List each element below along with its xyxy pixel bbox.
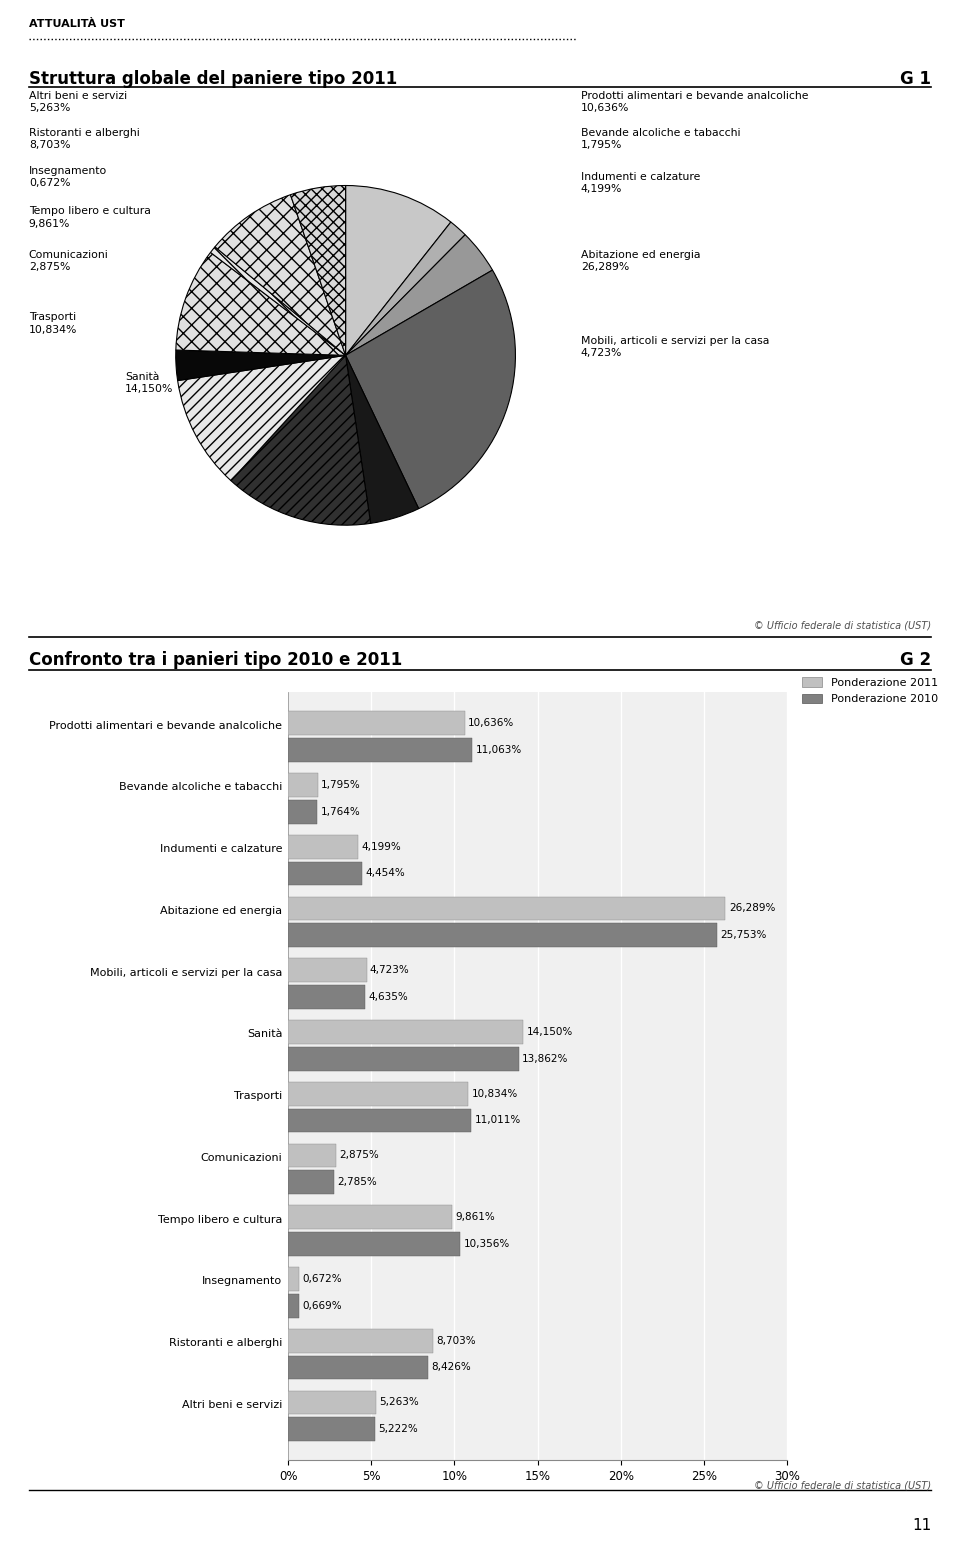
- Bar: [288, 1329, 433, 1353]
- Text: Comunicazioni
2,875%: Comunicazioni 2,875%: [29, 250, 108, 272]
- Text: Prodotti alimentari e bevande analcoliche
10,636%: Prodotti alimentari e bevande analcolich…: [581, 91, 808, 112]
- Bar: [288, 1170, 334, 1193]
- Text: 5,222%: 5,222%: [378, 1425, 418, 1434]
- Text: 14,150%: 14,150%: [527, 1026, 573, 1037]
- Bar: [288, 1020, 523, 1043]
- Bar: [288, 923, 716, 947]
- Wedge shape: [346, 234, 492, 356]
- Wedge shape: [215, 195, 346, 356]
- Text: 4,635%: 4,635%: [369, 992, 408, 1001]
- Text: 11,063%: 11,063%: [475, 745, 521, 754]
- Text: Insegnamento
0,672%: Insegnamento 0,672%: [29, 166, 108, 187]
- Bar: [288, 1206, 452, 1229]
- Bar: [288, 1109, 471, 1132]
- Bar: [288, 1047, 518, 1070]
- Wedge shape: [178, 356, 346, 481]
- Wedge shape: [346, 270, 516, 509]
- Text: 0,672%: 0,672%: [302, 1275, 342, 1284]
- Text: 11,011%: 11,011%: [474, 1115, 521, 1126]
- Wedge shape: [176, 253, 346, 356]
- Text: Struttura globale del paniere tipo 2011: Struttura globale del paniere tipo 2011: [29, 70, 397, 89]
- Wedge shape: [346, 222, 466, 356]
- Text: 25,753%: 25,753%: [720, 931, 766, 940]
- Wedge shape: [176, 350, 346, 381]
- Text: Confronto tra i panieri tipo 2010 e 2011: Confronto tra i panieri tipo 2010 e 2011: [29, 651, 402, 670]
- Text: ATTUALITÀ UST: ATTUALITÀ UST: [29, 19, 125, 28]
- Text: 13,862%: 13,862%: [522, 1054, 568, 1064]
- Bar: [288, 711, 465, 736]
- Text: Altri beni e servizi
5,263%: Altri beni e servizi 5,263%: [29, 91, 127, 112]
- Text: 10,834%: 10,834%: [471, 1089, 517, 1098]
- Wedge shape: [231, 356, 371, 525]
- Text: Tempo libero e cultura
9,861%: Tempo libero e cultura 9,861%: [29, 206, 151, 228]
- Text: Trasporti
10,834%: Trasporti 10,834%: [29, 312, 77, 334]
- Text: 4,199%: 4,199%: [361, 842, 401, 851]
- Text: 26,289%: 26,289%: [729, 903, 775, 914]
- Bar: [288, 986, 365, 1009]
- Text: 5,263%: 5,263%: [379, 1398, 419, 1407]
- Bar: [288, 1143, 336, 1167]
- Bar: [288, 1293, 300, 1318]
- Text: 1,764%: 1,764%: [321, 806, 360, 817]
- Bar: [288, 897, 726, 920]
- Wedge shape: [291, 186, 346, 356]
- Text: © Ufficio federale di statistica (UST): © Ufficio federale di statistica (UST): [754, 620, 931, 629]
- Text: Bevande alcoliche e tabacchi
1,795%: Bevande alcoliche e tabacchi 1,795%: [581, 128, 740, 150]
- Text: Mobili, articoli e servizi per la casa
4,723%: Mobili, articoli e servizi per la casa 4…: [581, 336, 769, 358]
- Bar: [288, 1267, 300, 1290]
- Bar: [288, 800, 318, 823]
- Text: G 2: G 2: [900, 651, 931, 670]
- Text: Ristoranti e alberghi
8,703%: Ristoranti e alberghi 8,703%: [29, 128, 139, 150]
- Bar: [288, 1082, 468, 1106]
- Text: Abitazione ed energia
26,289%: Abitazione ed energia 26,289%: [581, 250, 700, 272]
- Bar: [288, 739, 472, 762]
- Bar: [288, 1390, 375, 1414]
- Text: 2,875%: 2,875%: [339, 1151, 379, 1161]
- Text: 2,785%: 2,785%: [338, 1178, 377, 1187]
- Bar: [288, 959, 367, 982]
- Text: 9,861%: 9,861%: [455, 1212, 495, 1221]
- Wedge shape: [346, 356, 419, 523]
- Text: 4,454%: 4,454%: [366, 868, 405, 878]
- Wedge shape: [346, 186, 451, 356]
- Bar: [288, 834, 358, 859]
- Text: 10,356%: 10,356%: [464, 1239, 510, 1250]
- Legend: Ponderazione 2011, Ponderazione 2010: Ponderazione 2011, Ponderazione 2010: [803, 678, 938, 704]
- Text: 0,669%: 0,669%: [302, 1301, 342, 1311]
- Text: Sanità
14,150%: Sanità 14,150%: [125, 372, 173, 394]
- Bar: [288, 1417, 375, 1442]
- Text: 1,795%: 1,795%: [322, 779, 361, 790]
- Bar: [288, 862, 362, 886]
- Bar: [288, 1356, 428, 1379]
- Text: © Ufficio federale di statistica (UST): © Ufficio federale di statistica (UST): [754, 1481, 931, 1490]
- Text: 10,636%: 10,636%: [468, 719, 515, 728]
- Text: 8,703%: 8,703%: [436, 1336, 476, 1346]
- Bar: [288, 1232, 461, 1256]
- Text: Indumenti e calzature
4,199%: Indumenti e calzature 4,199%: [581, 172, 700, 194]
- Text: 11: 11: [912, 1518, 931, 1534]
- Bar: [288, 773, 318, 797]
- Text: 4,723%: 4,723%: [370, 965, 410, 975]
- Text: 8,426%: 8,426%: [432, 1362, 471, 1373]
- Wedge shape: [210, 247, 346, 356]
- Text: G 1: G 1: [900, 70, 931, 89]
